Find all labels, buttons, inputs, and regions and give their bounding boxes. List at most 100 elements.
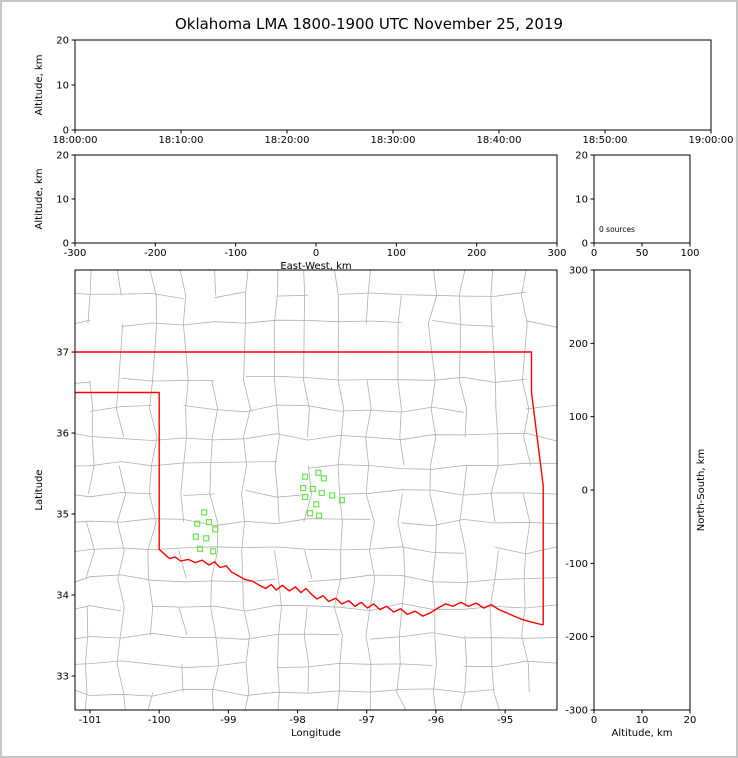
- x-tick-label: 20: [684, 715, 697, 726]
- sources-count-label: 0 sources: [599, 225, 635, 234]
- map-layers: [75, 270, 557, 710]
- lma-station-marker: [302, 473, 309, 480]
- county-boundary-line: [75, 432, 557, 442]
- x-tick-label: 0: [313, 248, 319, 259]
- y-tick-label: 20: [56, 36, 69, 47]
- y-tick-label: -200: [565, 632, 588, 643]
- y-tick-label: -100: [565, 559, 588, 570]
- x-tick-label: -95: [497, 715, 513, 726]
- county-boundary-line: [75, 319, 557, 328]
- lma-station-marker: [320, 475, 327, 482]
- x-tick-label: 100: [680, 248, 699, 259]
- panel-src_histogram: 0 50 100 0 10 20 0 sources: [575, 151, 699, 260]
- y-tick-label: 10: [56, 195, 69, 206]
- x-tick-label: -98: [289, 715, 305, 726]
- x-axis-label: Altitude, km: [612, 728, 673, 739]
- x-axis-label: Longitude: [291, 728, 341, 739]
- x-tick-label: 300: [547, 248, 566, 259]
- lma-station-marker: [205, 519, 213, 526]
- lma-station-marker: [203, 535, 210, 542]
- x-tick-label: 0: [591, 248, 597, 259]
- y-axis-label: Altitude, km: [34, 55, 45, 116]
- y-tick-label: 34: [56, 590, 69, 601]
- plot-area: [75, 270, 557, 710]
- county-boundary-line: [303, 270, 313, 693]
- x-tick-label: 100: [387, 248, 406, 259]
- county-boundary-line: [75, 632, 557, 640]
- x-tick-label: -101: [79, 715, 102, 726]
- x-tick-label: 18:50:00: [583, 135, 628, 146]
- figure-title: Oklahoma LMA 1800-1900 UTC November 25, …: [174, 15, 564, 33]
- plot-area: [75, 155, 557, 243]
- lma-station-marker: [201, 509, 208, 516]
- x-tick-label: -99: [220, 715, 236, 726]
- county-boundary-line: [75, 574, 557, 583]
- lma-station-marker: [194, 520, 201, 527]
- y-axis-label: Altitude, km: [34, 169, 45, 230]
- x-tick-label: 200: [467, 248, 486, 259]
- state-boundary-line: [75, 351, 544, 625]
- lma-station-marker: [299, 484, 307, 492]
- lma-station-marker: [302, 493, 309, 501]
- axes-frame: [74, 269, 558, 711]
- x-tick-label: 18:30:00: [371, 135, 416, 146]
- y-axis-label: North-South, km: [696, 449, 707, 532]
- plot-area: [594, 270, 690, 710]
- x-tick-label: 19:00:00: [689, 135, 734, 146]
- lma-station-marker: [196, 545, 204, 552]
- lma-station-marker: [338, 497, 345, 504]
- x-tick-label: 18:10:00: [159, 135, 204, 146]
- panel-time_height: 18:00:00 18:10:00 18:20:00 18:30:00 18:40:00…: [34, 36, 733, 147]
- y-tick-label: 0: [63, 126, 69, 137]
- lma-station-marker: [212, 526, 219, 533]
- plot-area: [594, 155, 690, 243]
- y-tick-label: 20: [56, 151, 69, 162]
- county-boundary-line: [178, 270, 189, 693]
- county-boundary-line: [521, 270, 531, 693]
- county-boundary-line: [489, 270, 500, 710]
- y-axis-label: Latitude: [34, 469, 45, 510]
- x-tick-label: 18:00:00: [53, 135, 98, 146]
- y-tick-label: 33: [56, 671, 69, 682]
- county-boundary-line: [209, 270, 220, 710]
- y-tick-label: 20: [575, 151, 588, 162]
- x-tick-label: -96: [428, 715, 444, 726]
- x-tick-label: -300: [64, 248, 87, 259]
- y-tick-label: 0: [582, 239, 588, 250]
- y-tick-label: 10: [56, 81, 69, 92]
- plot-area: [75, 40, 711, 130]
- y-tick-label: 200: [569, 339, 588, 350]
- county-boundary-line: [75, 489, 557, 498]
- lma-station-marker: [313, 501, 320, 508]
- y-tick-label: 300: [569, 266, 588, 277]
- lma-station-marker: [329, 492, 336, 499]
- state-boundary-line: [75, 391, 544, 626]
- panel-east_west: -300 -200 -100 0 100 200 300 0 10 20 East-West, km…: [34, 151, 567, 273]
- lma-station-marker: [210, 548, 217, 555]
- x-tick-label: -100: [148, 715, 171, 726]
- x-tick-label: 18:40:00: [477, 135, 522, 146]
- panel-plan_view: -101 -100 -99 -98 -97 -96 -95 33 34 35 36 37 Longitu…: [34, 269, 558, 739]
- county-boundary-line: [75, 518, 557, 527]
- x-tick-label: -200: [144, 248, 167, 259]
- lma-station-marker: [309, 485, 316, 493]
- x-tick-label: -100: [224, 248, 247, 259]
- county-boundary-line: [75, 660, 557, 669]
- lma-station-marker: [315, 469, 322, 476]
- county-boundary-line: [89, 404, 557, 413]
- x-tick-label: 50: [636, 248, 649, 259]
- lma-station-marker: [192, 533, 199, 540]
- y-tick-label: 0: [63, 239, 69, 250]
- lma-station-marker: [306, 510, 314, 517]
- y-tick-label: 0: [582, 486, 588, 497]
- y-tick-label: 10: [575, 195, 588, 206]
- county-boundary-line: [75, 546, 557, 555]
- county-boundary-line: [75, 602, 557, 612]
- y-tick-label: 36: [56, 429, 69, 440]
- x-tick-label: -97: [359, 715, 375, 726]
- y-tick-label: 37: [56, 348, 69, 359]
- y-tick-label: -300: [565, 706, 588, 717]
- x-tick-label: 18:20:00: [265, 135, 310, 146]
- x-tick-label: 0: [591, 715, 597, 726]
